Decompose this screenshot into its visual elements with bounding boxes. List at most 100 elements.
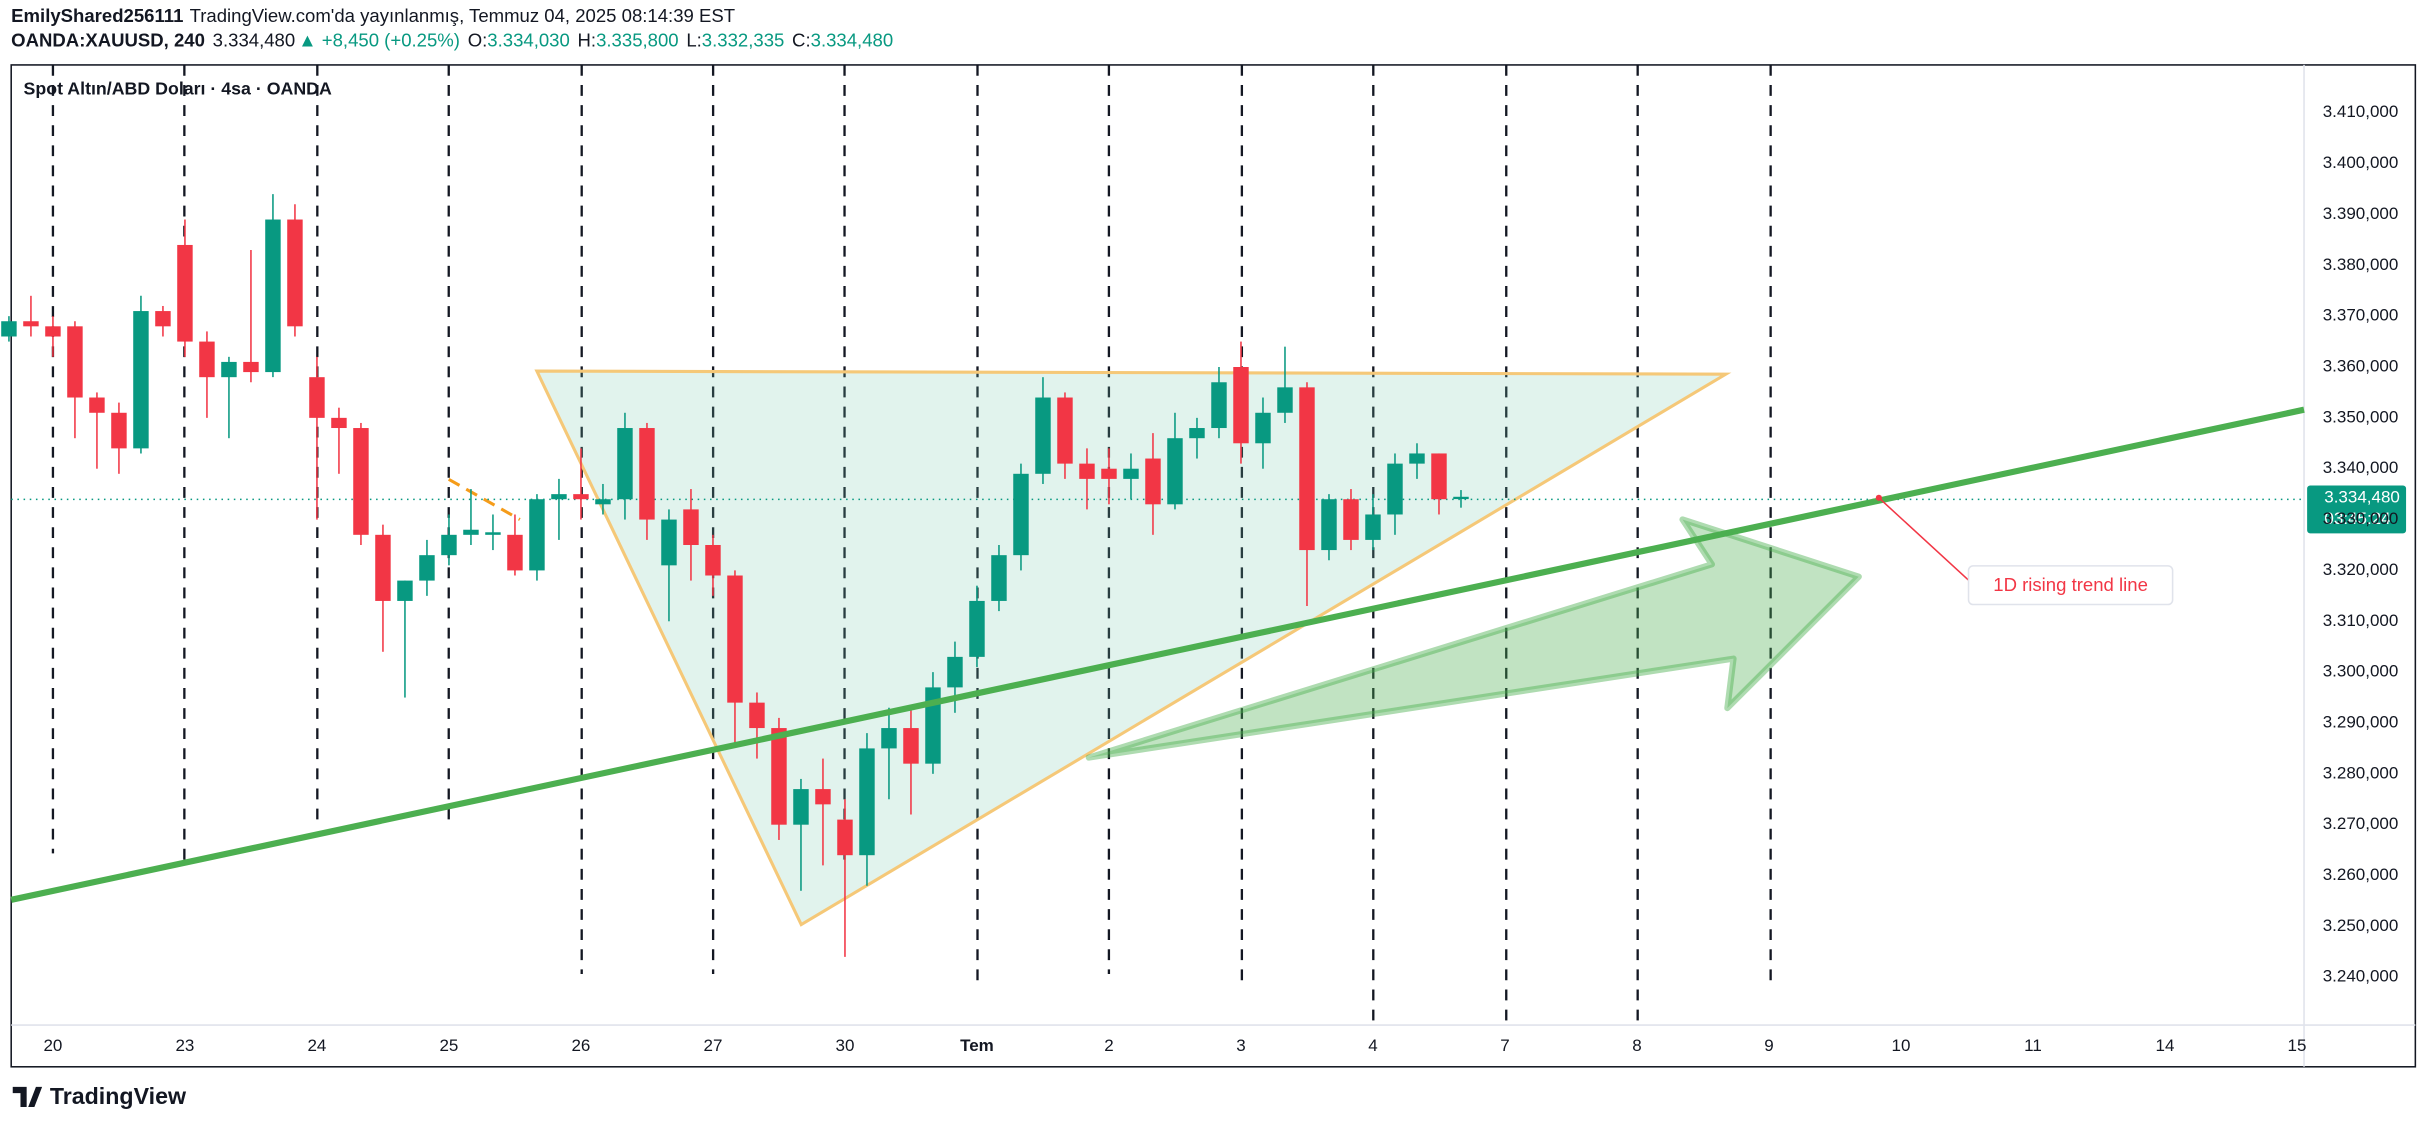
candle-body [1365, 514, 1381, 540]
x-tick-label: 27 [704, 1036, 723, 1055]
l-label: L: [686, 30, 701, 51]
y-tick-label: 3.370,000 [2323, 306, 2399, 325]
o-value: 3.334,030 [487, 30, 570, 51]
candle-body [617, 428, 633, 500]
candle-body [111, 412, 127, 449]
candle-body [1167, 438, 1183, 505]
candle-body [1387, 463, 1403, 515]
candle-body [177, 244, 193, 342]
candle-body [309, 377, 325, 418]
orange-dash [447, 477, 521, 521]
candle-body [991, 555, 1007, 601]
candle-body [507, 534, 523, 571]
candle-body [1431, 453, 1447, 500]
x-tick-label: 25 [439, 1036, 458, 1055]
candle-body [1079, 463, 1095, 479]
candle-body [1145, 458, 1161, 505]
chart-title: Spot Altın/ABD Doları · 4sa · OANDA [24, 78, 332, 98]
candle-body [133, 311, 149, 449]
triangle-pattern [534, 369, 1732, 927]
candle-body [441, 534, 457, 556]
annotation-text: 1D rising trend line [1993, 574, 2148, 595]
candle-body [1057, 397, 1073, 464]
y-tick-label: 3.290,000 [2323, 712, 2399, 731]
x-tick-label: 9 [1764, 1036, 1773, 1055]
y-tick-label: 3.250,000 [2323, 916, 2399, 935]
candle-body [243, 361, 259, 373]
change: ▲ +8,450 (+0.25%) [298, 30, 460, 51]
trend-line [10, 406, 2305, 903]
candle-body [1035, 397, 1051, 474]
x-tick-label: 20 [43, 1036, 62, 1055]
published: TradingView.com'da yayınlanmış, Temmuz 0… [190, 5, 735, 26]
candle-body [881, 728, 897, 749]
candle-body [67, 326, 83, 398]
y-tick-label: 3.310,000 [2323, 611, 2399, 630]
candle-body [639, 428, 655, 520]
y-tick-label: 3.380,000 [2323, 255, 2399, 274]
candle-body [595, 499, 611, 505]
header: EmilyShared256111 TradingView.com'da yayı… [11, 5, 893, 51]
candle-body [1013, 473, 1029, 556]
logo: TradingView [12, 1083, 187, 1109]
candle-body [1, 321, 17, 337]
header-line: EmilyShared256111 TradingView.com'da yayı… [11, 5, 735, 26]
candle-body [1277, 387, 1293, 413]
annotation-box [1967, 565, 2174, 606]
logo-text: TradingView [50, 1083, 187, 1109]
y-tick-label: 3.260,000 [2323, 865, 2399, 884]
candle-body [1189, 428, 1205, 439]
symbol: OANDA:XAUUSD, 240 [11, 30, 205, 51]
y-tick-label: 3.390,000 [2323, 204, 2399, 223]
h-value: 3.335,800 [596, 30, 679, 51]
candle-body [155, 311, 171, 327]
candle-body [793, 789, 809, 825]
last-price: 3.334,480 [213, 30, 296, 51]
o-label: O: [468, 30, 488, 51]
x-tick-label: 4 [1368, 1036, 1377, 1055]
y-tick-label: 3.240,000 [2323, 967, 2399, 986]
candle-body [463, 529, 479, 535]
candle-body [837, 819, 853, 856]
y-tick-label: 3.350,000 [2323, 407, 2399, 426]
candles [1, 194, 1469, 957]
y-tick-label: 3.280,000 [2323, 763, 2399, 782]
arrow [1085, 516, 1862, 761]
y-tick-label: 3.400,000 [2323, 153, 2399, 172]
candle-body [331, 417, 347, 429]
candle-body [199, 341, 215, 378]
candle-body [375, 534, 391, 601]
symbol-line: OANDA:XAUUSD, 240 3.334,480 ▲ +8,450 (+0.2… [11, 30, 893, 51]
x-tick-label: 26 [571, 1036, 590, 1055]
candle-body [485, 532, 501, 535]
candle-body [265, 219, 281, 373]
y-tick-label: 3.270,000 [2323, 814, 2399, 833]
x-tick-label: 23 [175, 1036, 194, 1055]
candle-body [45, 326, 61, 337]
candle-body [1321, 499, 1337, 551]
candle-body [683, 509, 699, 545]
h-label: H: [578, 30, 597, 51]
candle-body [397, 580, 413, 601]
price-tag-countdown: 03:45:24 [2324, 509, 2390, 528]
candle-body [1211, 382, 1227, 429]
candle-body [661, 519, 677, 566]
y-tick-label: 3.320,000 [2323, 560, 2399, 579]
candle-body [705, 544, 721, 576]
user: EmilyShared256111 [11, 5, 183, 26]
y-tick-label: 3.360,000 [2323, 356, 2399, 375]
candle-body [551, 494, 567, 500]
candle-body [815, 789, 831, 805]
candle-body [947, 656, 963, 688]
candle-body [419, 555, 435, 581]
y-tick-label: 3.330,000 [2323, 509, 2399, 528]
candle-body [749, 702, 765, 729]
day-dividers [51, 64, 1772, 1026]
annotation-anchor [1875, 494, 1882, 501]
c-label: C: [792, 30, 811, 51]
candle-body [1299, 387, 1315, 551]
y-tick-label: 3.300,000 [2323, 662, 2399, 681]
